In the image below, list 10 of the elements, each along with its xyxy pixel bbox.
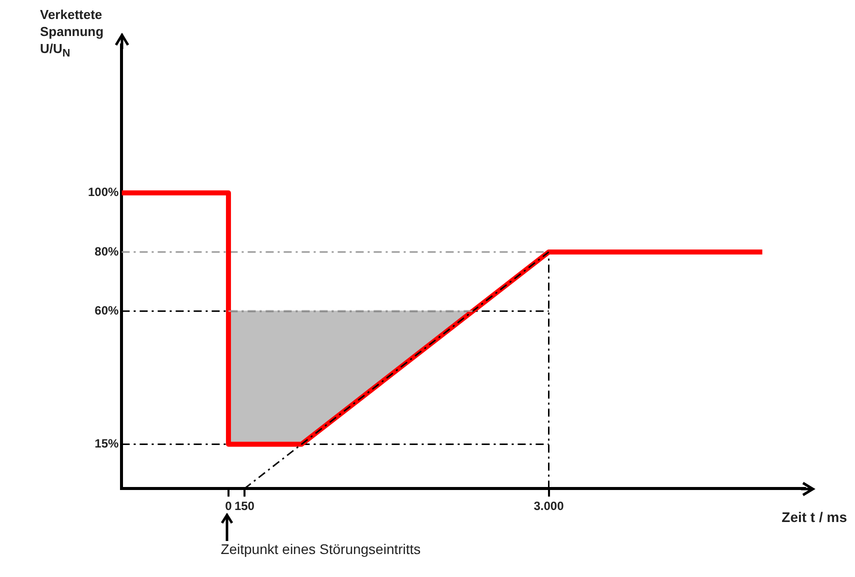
y-tick-label: 80% xyxy=(94,244,120,258)
text: Zeitpunkt eines Störungseintritts xyxy=(220,540,421,557)
y-tick-label: 60% xyxy=(94,303,120,318)
x-axis-title: Zeit t / ms xyxy=(782,508,847,525)
x-tick-label: 0 xyxy=(225,499,232,514)
y-axis-title: Verkettete Spannung U/U$_{N}$ xyxy=(40,6,105,62)
y-tick-label: 100% xyxy=(88,185,120,200)
x-tick-label: 150 xyxy=(234,499,255,514)
y-tick-label: 15% xyxy=(94,436,120,451)
x-tick-label: 3.000 xyxy=(534,499,564,514)
